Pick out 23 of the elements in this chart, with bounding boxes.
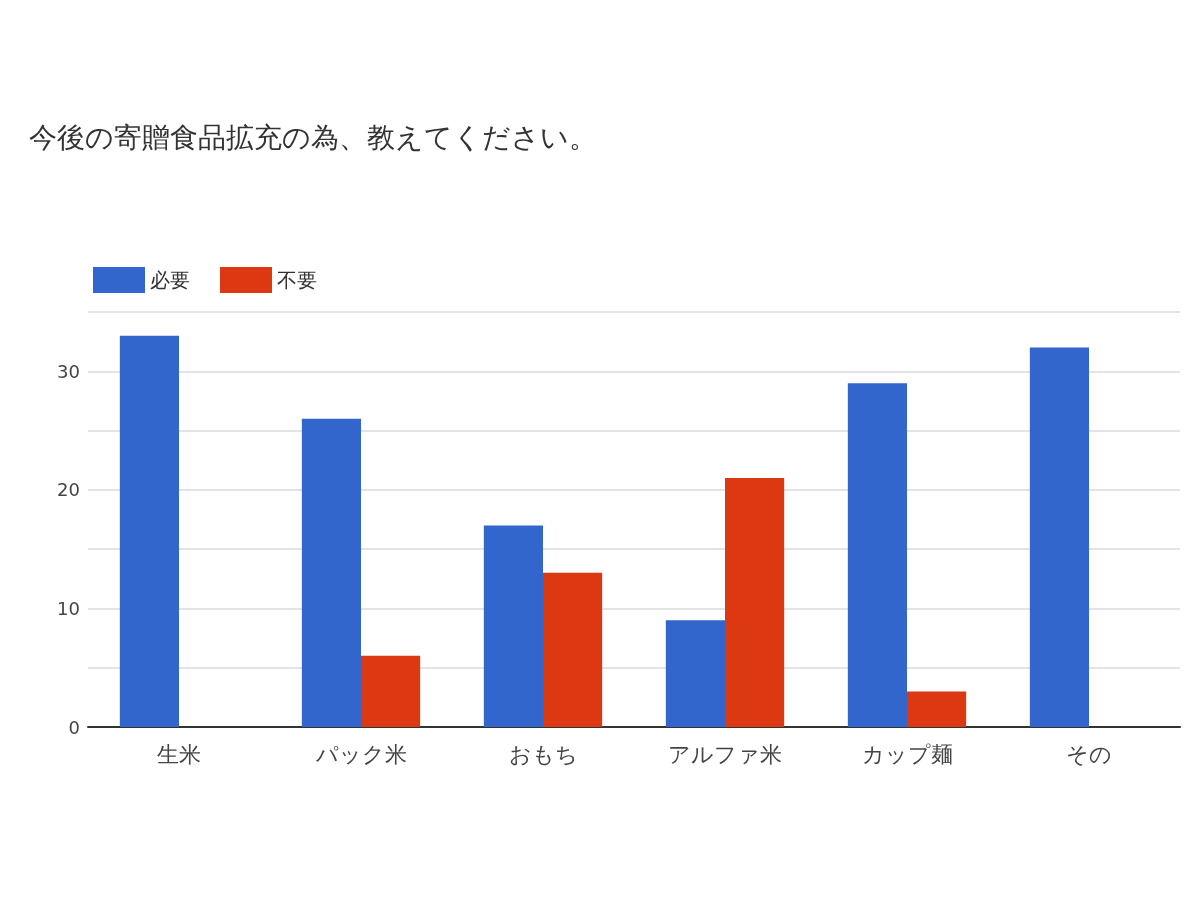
x-tick-label: おもち — [508, 741, 578, 767]
bar — [665, 620, 725, 727]
bar — [119, 335, 179, 727]
x-tick-label: パック米 — [314, 741, 407, 767]
legend-label: 不要 — [277, 268, 317, 292]
bar — [907, 691, 967, 727]
chart-title: 今後の寄贈食品拡充の為、教えてください。 — [29, 120, 597, 154]
bar — [361, 655, 421, 727]
legend-label: 必要 — [150, 268, 190, 292]
x-tick-label: その — [1066, 741, 1112, 767]
x-tick-label: カップ麺 — [861, 741, 953, 767]
bar — [301, 418, 361, 727]
x-tick-label: アルファ米 — [668, 741, 782, 767]
bar — [1029, 347, 1089, 727]
y-tick-label: 0 — [68, 716, 80, 738]
bar — [847, 383, 907, 727]
y-tick-label: 30 — [57, 360, 80, 382]
bar — [483, 525, 543, 727]
bar — [725, 478, 785, 727]
bar — [543, 572, 603, 727]
y-tick-label: 10 — [57, 597, 80, 619]
y-tick-label: 20 — [57, 479, 80, 501]
x-tick-label: 生米 — [157, 741, 201, 767]
